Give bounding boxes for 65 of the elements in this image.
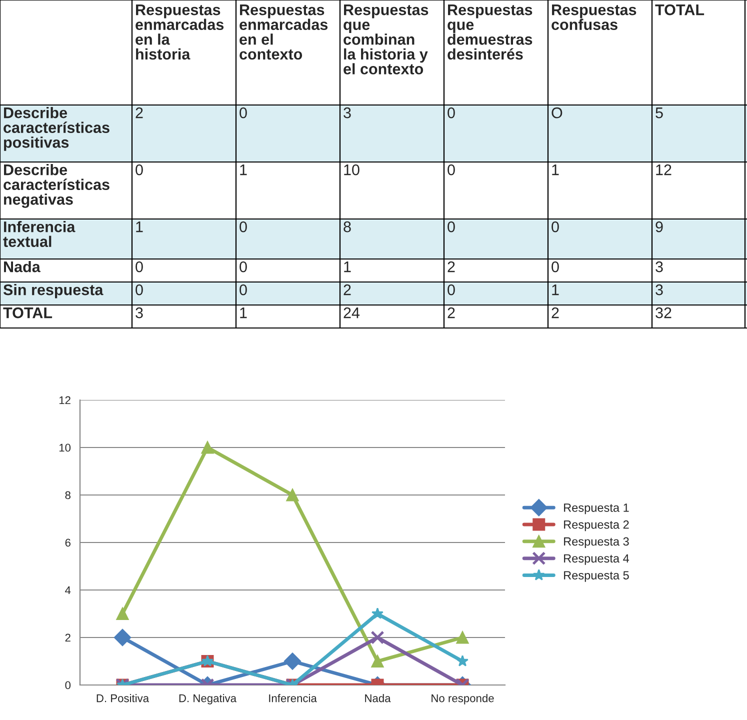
- x-tick-label: Nada: [365, 694, 391, 702]
- category-label: Nada: [4, 261, 40, 272]
- text: 0: [448, 221, 455, 232]
- text: 1: [240, 308, 247, 318]
- category-label: TOTAL: [3, 307, 52, 318]
- text: 12: [656, 164, 672, 176]
- x-tick-label: Inferencia: [269, 694, 317, 702]
- text: 0: [448, 164, 455, 176]
- y-tick-label: 6: [65, 538, 70, 547]
- x-tick-label: No responde: [432, 694, 494, 704]
- text: 0: [136, 261, 143, 272]
- text: 24: [344, 307, 360, 318]
- category-label: Inferencia textual: [3, 221, 76, 248]
- legend-label: Respuesta 3: [564, 537, 629, 548]
- text: 32: [656, 307, 672, 318]
- x-tick-label: D. Positiva: [96, 694, 150, 702]
- category-label: Sin respuesta: [3, 284, 104, 298]
- text: 0: [448, 284, 455, 296]
- text: O: [552, 107, 562, 118]
- text: 1: [552, 284, 559, 296]
- text: 0: [240, 261, 247, 272]
- text: 3: [136, 307, 143, 318]
- text: 1: [240, 164, 247, 176]
- text: 1: [344, 262, 351, 272]
- text: 5: [656, 108, 663, 118]
- y-tick-label: 12: [59, 396, 70, 404]
- text: 1: [136, 222, 143, 232]
- text: 2: [448, 307, 455, 318]
- text: 1: [552, 164, 559, 176]
- text: 2: [344, 284, 351, 296]
- y-tick-label: 8: [65, 491, 70, 500]
- text: 0: [136, 284, 143, 296]
- y-tick-label: 10: [59, 444, 71, 452]
- legend-label: Respuesta 5: [564, 571, 629, 582]
- category-label: Respuestas confusas: [552, 4, 636, 30]
- text: 3: [344, 107, 351, 118]
- category-label: Respuestas enmarcadas en la historia: [136, 4, 224, 60]
- category-label: Respuestas enmarcadas en el contexto: [240, 4, 328, 60]
- category-label: TOTAL: [655, 4, 704, 16]
- text: 3: [656, 284, 663, 296]
- text: 0: [240, 107, 247, 118]
- text: 2: [552, 307, 559, 318]
- text: 8: [344, 221, 351, 232]
- text: 3: [656, 261, 663, 272]
- text: 9: [656, 221, 663, 232]
- legend-label: Respuesta 1: [564, 504, 629, 514]
- category-label: Respuestas que combinan la historia y el contexto: [344, 4, 428, 74]
- x-tick-label: D. Negativa: [179, 694, 237, 704]
- text: 10: [344, 164, 360, 176]
- text: 2: [448, 261, 455, 272]
- text: 0: [136, 164, 143, 176]
- text: 0: [552, 261, 559, 272]
- text: 0: [448, 107, 455, 118]
- legend-label: Respuesta 4: [564, 554, 630, 565]
- legend-label: Respuesta 2: [564, 520, 629, 532]
- category-label: Respuestas que demuestras desinterés: [448, 4, 532, 60]
- category-label: Describe características positivas: [4, 107, 110, 151]
- text: 0: [552, 221, 559, 232]
- y-tick-label: 4: [65, 586, 71, 594]
- text: 2: [136, 107, 143, 118]
- y-tick-label: 0: [65, 681, 71, 690]
- y-tick-label: 2: [65, 634, 70, 642]
- text: 0: [240, 221, 247, 232]
- category-label: Describe características negativas: [4, 164, 110, 208]
- text: 0: [240, 284, 247, 296]
